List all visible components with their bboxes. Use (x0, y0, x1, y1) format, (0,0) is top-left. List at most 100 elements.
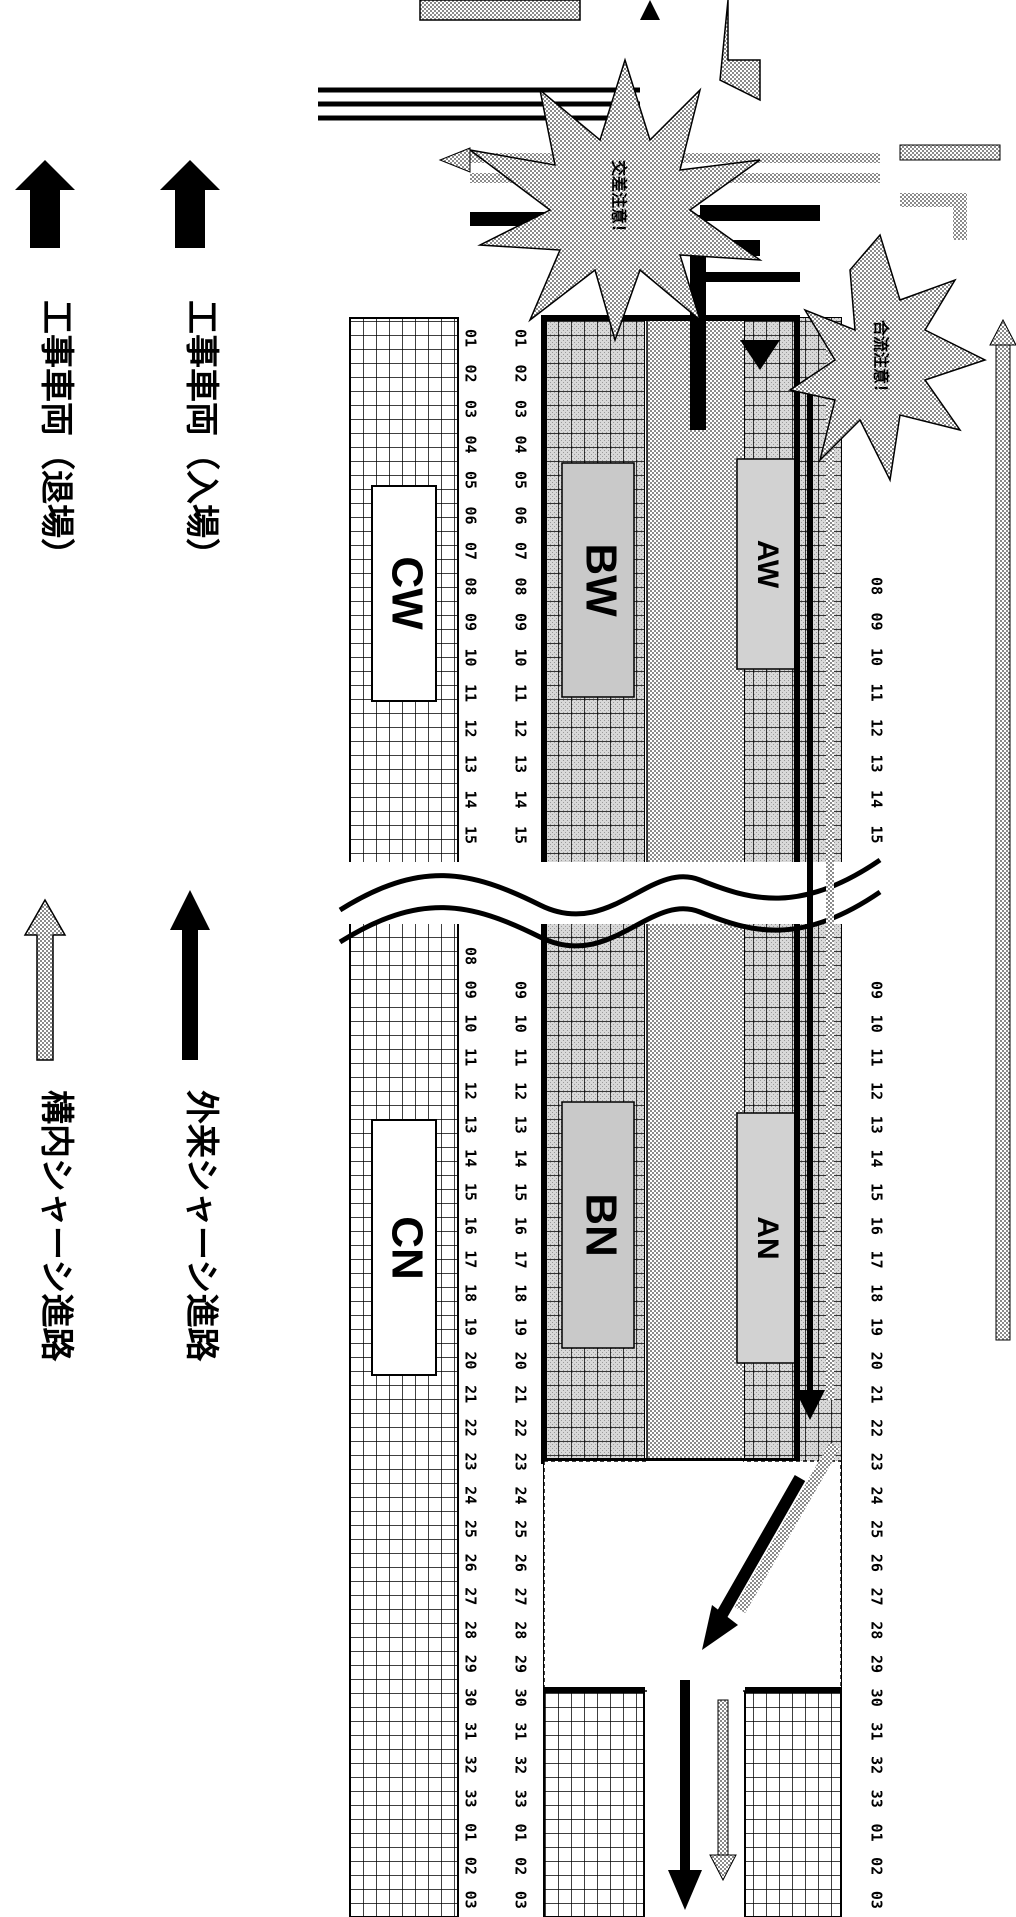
row-number: 08 (868, 577, 886, 595)
warning-merge: 合流注意！ (788, 233, 987, 483)
row-number: 33 (462, 1789, 480, 1807)
row-number: 10 (462, 648, 480, 666)
row-number: 14 (868, 1149, 886, 1167)
row-number: 01 (462, 1823, 480, 1841)
row-number: 18 (512, 1284, 530, 1302)
row-number: 03 (868, 1891, 886, 1909)
row-number: 22 (868, 1419, 886, 1437)
row-number: 14 (512, 1149, 530, 1167)
row-number: 15 (868, 1183, 886, 1201)
row-number: 02 (512, 1857, 530, 1875)
row-number: 02 (462, 364, 480, 382)
row-number: 11 (868, 683, 886, 701)
row-number: 08 (462, 577, 480, 595)
row-numbers-b-west: 01 02 03 04 05 06 07 08 09 10 11 12 13 14 15 (512, 329, 530, 844)
row-number: 13 (512, 1116, 530, 1134)
row-number: 10 (868, 648, 886, 666)
row-number: 18 (462, 1284, 480, 1302)
row-number: 22 (512, 1419, 530, 1437)
row-number: 17 (868, 1251, 886, 1269)
row-number: 26 (462, 1554, 480, 1572)
break-line (338, 857, 882, 949)
row-number: 18 (868, 1284, 886, 1302)
row-number: 24 (462, 1486, 480, 1504)
row-number: 27 (512, 1588, 530, 1606)
row-number: 13 (462, 1115, 480, 1133)
row-numbers-b-east: 09 10 11 12 13 14 15 16 17 18 19 20 21 22 23 24 25 26 27 28… (512, 981, 530, 1909)
row-number: 23 (462, 1452, 480, 1470)
row-number: 25 (868, 1520, 886, 1538)
row-numbers-c-west: 01 02 03 04 05 06 07 08 09 10 11 12 13 14 15 (462, 329, 480, 844)
row-number: 31 (512, 1722, 530, 1740)
block-c: CW CN (349, 317, 459, 1917)
zone-an-box (736, 1112, 796, 1364)
row-number: 19 (512, 1318, 530, 1336)
row-number: 12 (868, 719, 886, 737)
row-number: 09 (868, 981, 886, 999)
zone-bw-box (561, 462, 635, 698)
row-number: 10 (462, 1014, 480, 1032)
zone-aw-box (736, 458, 796, 670)
zone-cn-box (371, 1119, 437, 1376)
filled-arrow-icon (160, 160, 220, 248)
dotted-arrow-icon (23, 898, 67, 1061)
row-number: 11 (462, 684, 480, 702)
warning-merge-text: 合流注意！ (872, 320, 891, 400)
row-number: 23 (868, 1453, 886, 1471)
zone-cw-box (371, 485, 437, 702)
row-number: 22 (462, 1419, 480, 1437)
row-number: 23 (512, 1453, 530, 1471)
row-number: 01 (512, 329, 530, 347)
row-numbers-c-east: 08 09 10 11 12 13 14 15 16 17 18 19 20 21 22 23 24 25 26 27… (462, 947, 480, 1909)
row-number: 16 (868, 1217, 886, 1235)
row-number: 03 (512, 400, 530, 418)
row-number: 16 (462, 1217, 480, 1235)
row-number: 12 (512, 1082, 530, 1100)
zone-bn-label: BN (576, 1193, 625, 1257)
row-number: 11 (512, 1048, 530, 1066)
row-number: 32 (462, 1756, 480, 1774)
row-number: 25 (462, 1520, 480, 1538)
row-number: 10 (512, 1015, 530, 1033)
row-number: 08 (512, 577, 530, 595)
row-number: 15 (462, 826, 480, 844)
row-number: 13 (868, 1116, 886, 1134)
row-number: 27 (462, 1587, 480, 1605)
row-number: 07 (462, 542, 480, 560)
row-number: 21 (868, 1385, 886, 1403)
row-number: 21 (462, 1385, 480, 1403)
row-number: 09 (868, 612, 886, 630)
row-numbers-a-east: 09 10 11 12 13 14 15 16 17 18 19 20 21 22 23 24 25 26 27 28… (868, 981, 886, 1909)
row-number: 12 (512, 719, 530, 737)
legend-label-0: 工事車両（入場） (181, 300, 221, 572)
row-number: 04 (462, 435, 480, 453)
row-number: 14 (512, 790, 530, 808)
row-number: 25 (512, 1520, 530, 1538)
row-number: 20 (512, 1352, 530, 1370)
row-number: 32 (868, 1756, 886, 1774)
row-number: 24 (512, 1486, 530, 1504)
row-number: 13 (512, 755, 530, 773)
row-number: 04 (512, 435, 530, 453)
row-number: 29 (512, 1655, 530, 1673)
row-number: 10 (868, 1015, 886, 1033)
row-number: 06 (462, 506, 480, 524)
zone-aw-label: AW (751, 540, 784, 589)
row-number: 31 (462, 1722, 480, 1740)
row-number: 26 (868, 1554, 886, 1572)
row-number: 19 (462, 1318, 480, 1336)
zone-cn-label: CN (382, 1216, 431, 1280)
row-number: 09 (462, 981, 480, 999)
row-number: 28 (868, 1621, 886, 1639)
lower-lane (648, 1461, 743, 1917)
row-number: 15 (512, 1183, 530, 1201)
row-number: 03 (462, 1891, 480, 1909)
row-number: 13 (868, 754, 886, 772)
row-number: 09 (462, 613, 480, 631)
legend-label-3: 構内シャーシ進路 (36, 1090, 76, 1362)
row-number: 30 (512, 1689, 530, 1707)
row-number: 15 (512, 826, 530, 844)
row-number: 21 (512, 1385, 530, 1403)
zone-an-label: AN (751, 1216, 784, 1259)
